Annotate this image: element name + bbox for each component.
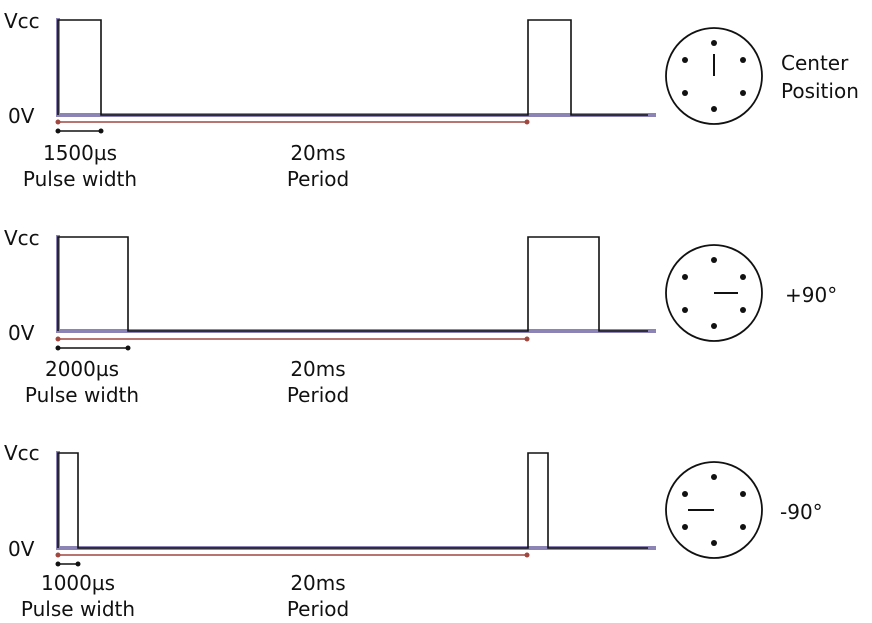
pulse-width-caption: Pulse width [21, 597, 135, 621]
pulse-width-value: 1000µs [41, 571, 115, 595]
pulse-width-caption: Pulse width [25, 383, 139, 407]
dial-dot [711, 106, 717, 112]
dial-dot [682, 274, 688, 280]
dial-dot [740, 307, 746, 313]
dial-outline [665, 27, 763, 125]
zero-volt-label: 0V [8, 321, 35, 345]
dial-dot [740, 524, 746, 530]
dial-dot [682, 307, 688, 313]
pulse-width-caption: Pulse width [23, 167, 137, 191]
pulse-width-value: 1500µs [43, 141, 117, 165]
dial-dot [711, 323, 717, 329]
vcc-label: Vcc [4, 441, 40, 465]
panel-minus-90: Vcc 0V 1000µs Pulse width 20ms Period -9… [4, 441, 823, 621]
dial-dot [682, 90, 688, 96]
period-caption: Period [287, 383, 349, 407]
period-value: 20ms [290, 357, 345, 381]
dial-outline [665, 244, 763, 342]
pulse-width-marker-end [75, 561, 81, 567]
servo-dial [665, 27, 763, 125]
pulse-width-marker-start [55, 128, 61, 134]
dial-dot [740, 491, 746, 497]
servo-dial [665, 244, 763, 342]
vcc-label: Vcc [4, 9, 40, 33]
dial-dot [740, 90, 746, 96]
position-label-line2: Position [781, 79, 859, 103]
dial-dot [740, 274, 746, 280]
pulse-width-marker-end [125, 345, 131, 351]
vcc-label: Vcc [4, 226, 40, 250]
dial-dot [740, 57, 746, 63]
position-label: +90° [785, 283, 837, 307]
period-marker-end [524, 119, 530, 125]
zero-volt-label: 0V [8, 104, 35, 128]
dial-dot [711, 40, 717, 46]
period-marker-end [524, 552, 530, 558]
pulse-waveform [57, 19, 648, 116]
dial-dot [682, 491, 688, 497]
pulse-width-marker-start [55, 345, 61, 351]
position-label: -90° [780, 500, 823, 524]
dial-dot [711, 257, 717, 263]
dial-dot [711, 540, 717, 546]
position-label: Center [781, 51, 849, 75]
dial-outline [665, 461, 763, 559]
period-value: 20ms [290, 571, 345, 595]
dial-dot [682, 57, 688, 63]
pulse-waveform [57, 452, 648, 549]
pulse-width-marker-start [55, 561, 61, 567]
pulse-width-marker-end [98, 128, 104, 134]
panel-plus-90: Vcc 0V 2000µs Pulse width 20ms Period +9… [4, 226, 837, 407]
period-marker-end [524, 336, 530, 342]
period-marker-start [55, 119, 61, 125]
period-marker-start [55, 552, 61, 558]
dial-dot [682, 524, 688, 530]
period-value: 20ms [290, 141, 345, 165]
pulse-waveform [57, 236, 648, 332]
pulse-width-value: 2000µs [45, 357, 119, 381]
dial-dot [711, 474, 717, 480]
period-marker-start [55, 336, 61, 342]
servo-dial [665, 461, 763, 559]
period-caption: Period [287, 597, 349, 621]
zero-volt-label: 0V [8, 537, 35, 561]
panel-center: Vcc 0V 1500µs Pulse width 20ms Period Ce… [4, 9, 859, 191]
period-caption: Period [287, 167, 349, 191]
